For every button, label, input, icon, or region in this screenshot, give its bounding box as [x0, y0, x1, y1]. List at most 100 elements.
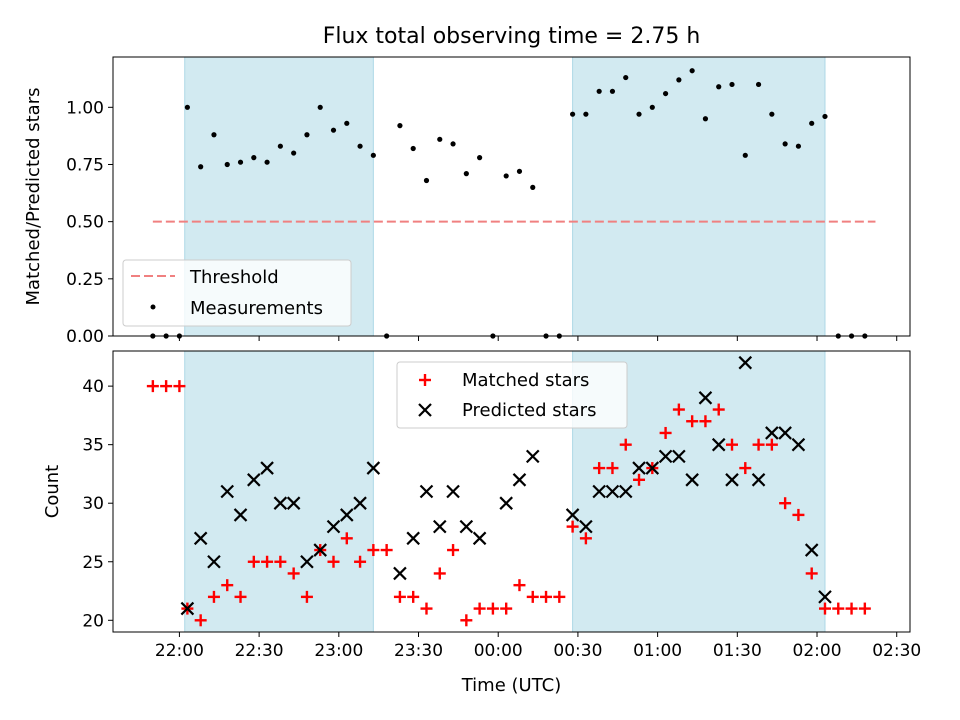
- data-point-predicted: [273, 496, 288, 510]
- data-point-matched: [221, 579, 234, 592]
- series-predicted-stars: [180, 355, 832, 616]
- data-point-matched: [566, 520, 579, 533]
- data-point-matched: [447, 544, 460, 557]
- data-point-predicted: [512, 473, 527, 487]
- data-point-predicted: [326, 519, 341, 534]
- data-point-matched: [606, 462, 619, 475]
- data-point-predicted: [180, 601, 195, 616]
- data-point: [184, 104, 190, 110]
- data-point-matched: [486, 602, 499, 615]
- data-point-predicted: [605, 484, 620, 499]
- y-tick-label: 0.50: [66, 213, 104, 233]
- data-point-predicted: [499, 496, 513, 510]
- time-x-axis-label: Time (UTC): [461, 675, 562, 696]
- data-point: [755, 81, 762, 88]
- data-point-predicted: [672, 449, 686, 464]
- data-point: [304, 132, 310, 138]
- data-point: [570, 111, 576, 117]
- data-point: [277, 143, 283, 149]
- data-point-matched: [858, 602, 871, 615]
- data-point-matched: [765, 438, 778, 451]
- data-point-matched: [805, 567, 818, 580]
- data-point: [769, 111, 775, 117]
- data-point-matched: [327, 555, 340, 568]
- data-point-matched: [792, 508, 805, 521]
- x-tick-label: 02:00: [793, 641, 842, 661]
- data-point-matched: [739, 462, 752, 475]
- data-point: [477, 155, 483, 161]
- data-point: [198, 164, 204, 170]
- data-point-matched: [726, 438, 739, 451]
- data-point-predicted: [353, 496, 367, 510]
- data-point-predicted: [818, 590, 832, 604]
- y-tick-label: 25: [82, 553, 104, 573]
- data-point-predicted: [565, 508, 580, 522]
- data-point-matched: [247, 555, 260, 568]
- data-point-predicted: [751, 473, 766, 487]
- data-point-matched: [633, 473, 646, 486]
- data-point: [330, 127, 337, 133]
- data-point-predicted: [658, 449, 673, 464]
- y-tick-label: 40: [82, 377, 104, 397]
- data-point-matched: [473, 602, 486, 615]
- data-point: [237, 159, 244, 165]
- data-point-matched: [393, 590, 406, 603]
- data-point-matched: [579, 532, 592, 545]
- data-point-matched: [593, 462, 606, 475]
- data-point-matched: [300, 590, 313, 603]
- data-point-matched: [173, 380, 186, 393]
- count-plot-frame: [112, 350, 911, 633]
- data-point-predicted: [791, 437, 806, 452]
- data-point: [636, 111, 642, 117]
- data-point: [264, 159, 270, 165]
- data-point: [224, 161, 230, 168]
- data-point: [530, 184, 536, 190]
- legend-predicted-label: Predicted stars: [462, 400, 596, 421]
- data-point-predicted: [711, 437, 726, 452]
- data-point-matched: [752, 438, 765, 451]
- data-point: [251, 155, 257, 161]
- legend-predicted-swatch: [418, 403, 432, 417]
- data-point-matched: [553, 590, 566, 603]
- data-point: [729, 81, 735, 88]
- data-point-predicted: [525, 449, 540, 464]
- data-point: [450, 141, 456, 147]
- data-point-matched: [818, 602, 831, 615]
- data-point: [689, 68, 695, 74]
- data-point-predicted: [632, 461, 646, 475]
- data-point-matched: [460, 614, 473, 627]
- data-point-predicted: [366, 461, 381, 475]
- data-point: [370, 152, 376, 158]
- data-point-predicted: [685, 473, 699, 487]
- data-point-matched: [234, 590, 247, 603]
- x-tick-label: 22:30: [235, 641, 284, 661]
- data-point: [782, 141, 788, 147]
- data-point-matched: [207, 590, 220, 603]
- data-point-predicted: [220, 484, 235, 499]
- shaded-interval: [184, 351, 374, 632]
- data-point: [596, 88, 602, 94]
- legend-measurements-swatch: [150, 304, 156, 310]
- data-point-matched: [146, 380, 159, 393]
- data-point-predicted: [579, 519, 593, 534]
- data-point: [357, 143, 363, 149]
- data-point-predicted: [618, 484, 633, 499]
- data-point: [702, 116, 709, 122]
- data-point-predicted: [432, 519, 447, 534]
- x-tick-label: 23:00: [314, 641, 363, 661]
- data-point-predicted: [233, 508, 248, 522]
- data-point-matched: [500, 602, 513, 615]
- data-point-matched: [699, 415, 712, 428]
- data-point-predicted: [260, 461, 274, 475]
- x-tick-label: 01:30: [713, 641, 762, 661]
- data-point-matched: [407, 590, 420, 603]
- data-point-matched: [832, 602, 845, 615]
- x-tick-label: 23:30: [394, 641, 443, 661]
- data-point-predicted: [300, 554, 314, 569]
- data-point-predicted: [419, 484, 434, 499]
- y-tick-label: 0.25: [66, 270, 104, 290]
- data-point: [437, 136, 443, 142]
- data-point-predicted: [446, 484, 460, 499]
- y-tick-label: 0.00: [66, 327, 104, 347]
